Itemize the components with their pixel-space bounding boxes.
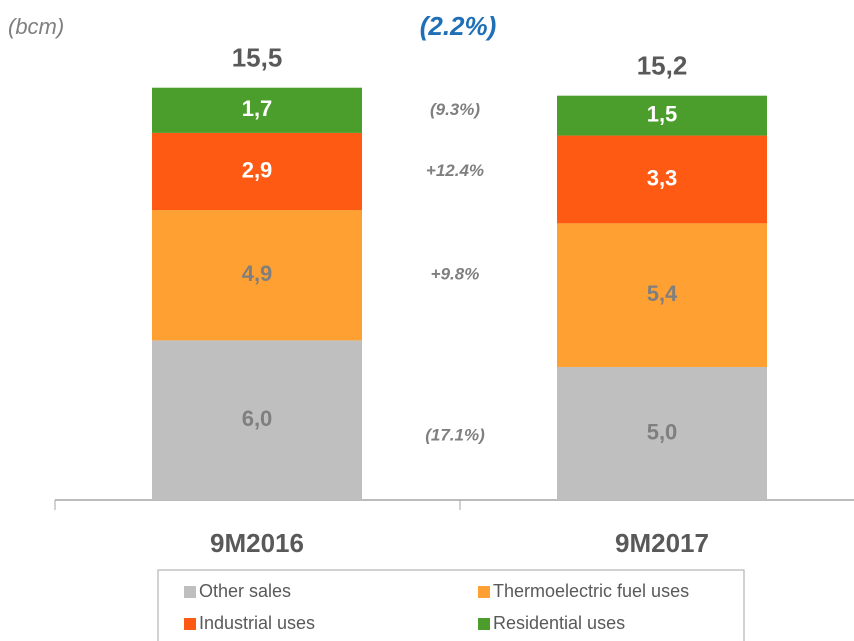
legend-label: Other sales bbox=[199, 581, 291, 601]
data-label: 2,9 bbox=[242, 157, 273, 182]
data-label: 1,7 bbox=[242, 96, 273, 121]
data-label: 4,9 bbox=[242, 261, 273, 286]
change-label: (17.1%) bbox=[425, 426, 485, 445]
legend-box bbox=[157, 569, 745, 641]
data-label: 6,0 bbox=[242, 406, 273, 431]
legend-swatch bbox=[184, 586, 196, 598]
data-label: 3,3 bbox=[647, 165, 678, 190]
bar-segment bbox=[557, 367, 767, 500]
bar-segment bbox=[152, 210, 362, 341]
unit-label: (bcm) bbox=[8, 14, 64, 39]
total-label: 15,2 bbox=[637, 51, 688, 81]
legend-label: Residential uses bbox=[493, 613, 625, 633]
total-label: 15,5 bbox=[232, 43, 283, 73]
bar-segment bbox=[152, 87, 362, 133]
x-tick-label: 9M2017 bbox=[615, 528, 709, 558]
data-label: 5,4 bbox=[647, 281, 678, 306]
bar-segment bbox=[152, 340, 362, 500]
legend-label: Thermoelectric fuel uses bbox=[493, 581, 689, 601]
data-label: 5,0 bbox=[647, 419, 678, 444]
change-label: (9.3%) bbox=[430, 100, 480, 119]
legend-swatch bbox=[478, 618, 490, 630]
change-label: +12.4% bbox=[426, 161, 484, 180]
bar-segment bbox=[557, 95, 767, 136]
data-label: 1,5 bbox=[647, 101, 678, 126]
bar-segment bbox=[557, 135, 767, 224]
legend-swatch bbox=[478, 586, 490, 598]
change-label: +9.8% bbox=[431, 265, 480, 284]
legend-swatch bbox=[184, 618, 196, 630]
legend-label: Industrial uses bbox=[199, 613, 315, 633]
x-tick-label: 9M2016 bbox=[210, 528, 304, 558]
bar-segment bbox=[152, 132, 362, 211]
total-change: (2.2%) bbox=[420, 11, 497, 41]
bar-segment bbox=[557, 223, 767, 367]
